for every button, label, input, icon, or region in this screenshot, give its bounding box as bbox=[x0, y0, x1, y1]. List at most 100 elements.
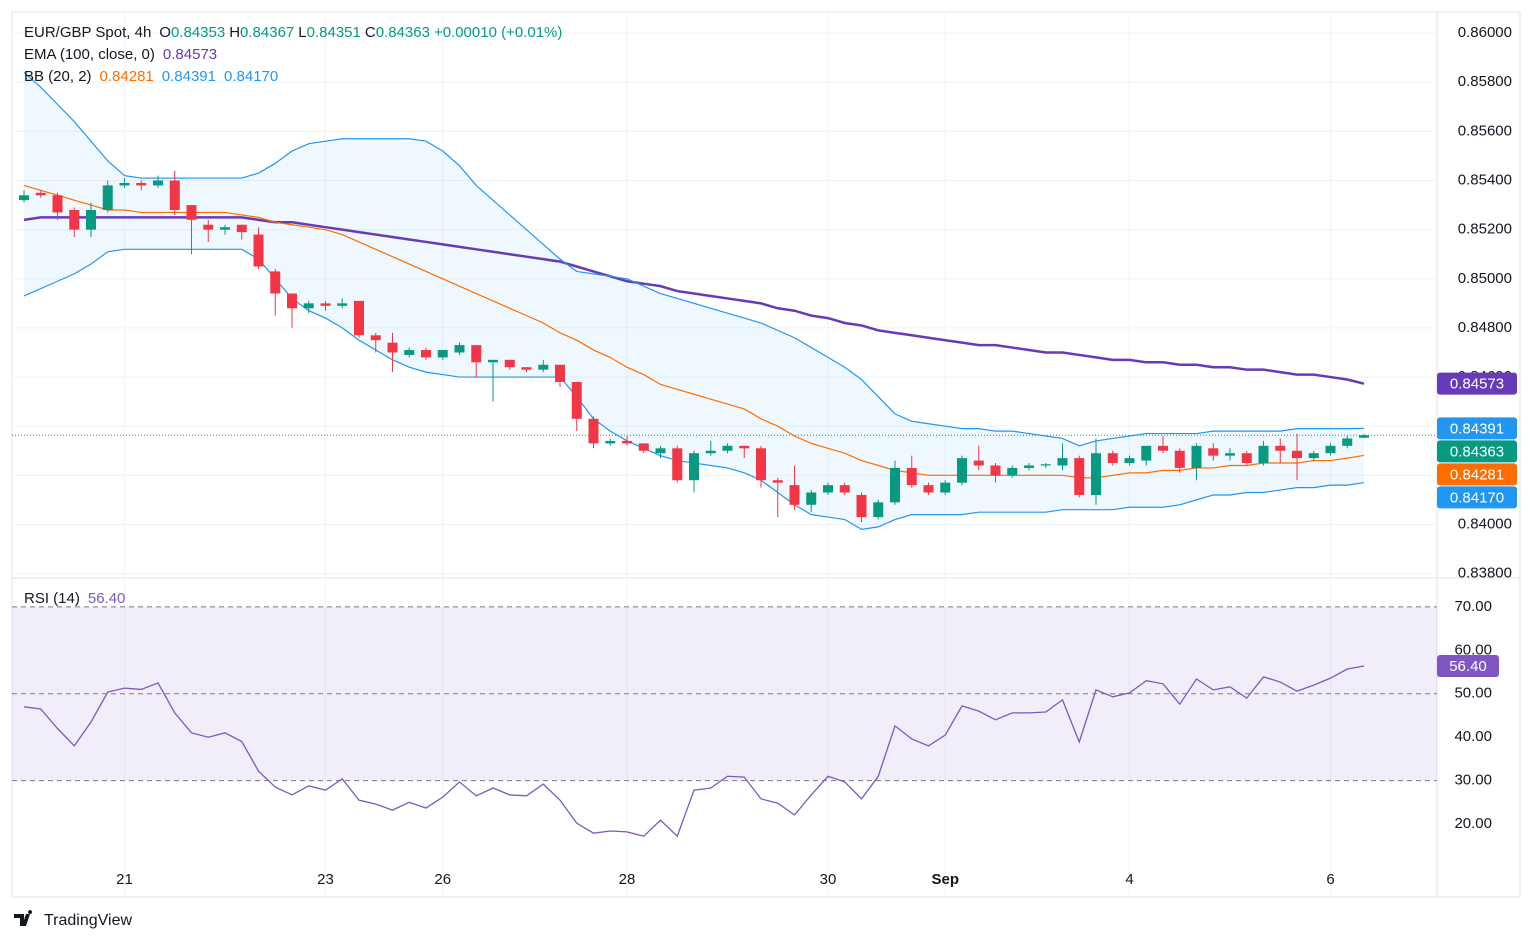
foreground-layer: 21 23 26 28 30 Sep 4 6 56.40 0.84573 0.84391 0.8436… bbox=[19, 71, 1517, 888]
candle-body bbox=[890, 467, 900, 503]
price-badge: 0.84573 bbox=[1437, 372, 1517, 395]
indicator-line bbox=[23, 216, 1365, 385]
candle-body bbox=[839, 485, 850, 493]
candle-body bbox=[906, 467, 917, 486]
candle-body bbox=[672, 448, 683, 481]
candle-body bbox=[1342, 438, 1353, 446]
rsi-badge: 56.40 bbox=[1437, 654, 1499, 677]
x-tick-label: 6 bbox=[1326, 871, 1334, 888]
candle-body bbox=[1208, 448, 1219, 456]
candle-body bbox=[119, 182, 130, 186]
y-tick-label: 0.85800 bbox=[1458, 73, 1512, 90]
candle-body bbox=[772, 480, 783, 483]
badge-bg bbox=[1437, 440, 1517, 463]
candle-body bbox=[756, 448, 766, 481]
candle-body bbox=[1359, 435, 1369, 438]
candle-body bbox=[253, 234, 264, 267]
candle-body bbox=[488, 359, 498, 363]
candle-body bbox=[354, 300, 364, 336]
x-tick-label: 28 bbox=[619, 871, 636, 888]
ohlc-key: O bbox=[159, 24, 171, 41]
y-tick-label: 0.85000 bbox=[1458, 270, 1512, 287]
candle-body bbox=[521, 367, 532, 370]
candle-body bbox=[337, 303, 348, 306]
indicator-value: 0.84391 bbox=[161, 68, 216, 85]
candle-body bbox=[1258, 445, 1269, 464]
rsi-line bbox=[23, 665, 1365, 838]
candle-body bbox=[320, 303, 331, 306]
symbol-legend: EUR/GBP Spot, 4h O0.84353 H0.84367 L0.84351… bbox=[24, 24, 566, 41]
y-tick-label: 0.85600 bbox=[1458, 122, 1512, 139]
candle-body bbox=[437, 350, 448, 358]
candle-body bbox=[1225, 453, 1235, 456]
candle-body bbox=[102, 185, 113, 211]
indicator-value: 0.84573 bbox=[162, 46, 218, 63]
x-tick-label: 30 bbox=[820, 871, 837, 888]
badge-text: 0.84170 bbox=[1450, 489, 1504, 506]
badge-bg bbox=[1437, 372, 1517, 395]
price-badge: 0.84363 bbox=[1437, 440, 1517, 463]
badge-text: 0.84391 bbox=[1450, 420, 1504, 437]
badge-bg bbox=[1437, 654, 1499, 677]
candle-body bbox=[923, 485, 934, 493]
badge-bg bbox=[1437, 486, 1517, 509]
candle-body bbox=[1191, 445, 1202, 468]
candle-body bbox=[1057, 458, 1068, 466]
ohlc-value: 0.84363 bbox=[375, 24, 430, 41]
y-tick-label: 50.00 bbox=[1454, 685, 1492, 702]
candle-body bbox=[689, 453, 699, 481]
badge-text: 0.84363 bbox=[1450, 443, 1504, 460]
y-tick-label: 0.86000 bbox=[1458, 24, 1512, 41]
candle-body bbox=[705, 450, 716, 454]
candle-body bbox=[1308, 453, 1319, 459]
candle-body bbox=[638, 443, 649, 451]
candle-body bbox=[973, 460, 984, 466]
ohlc-key: H bbox=[229, 24, 241, 41]
logo: TradingView bbox=[14, 910, 132, 929]
frame bbox=[11, 11, 1521, 898]
change: +0.00010 (+0.01%) bbox=[433, 24, 563, 41]
candle-body bbox=[69, 210, 80, 230]
bb-band bbox=[24, 72, 1364, 530]
candle-body bbox=[588, 418, 599, 444]
x-tick-label: 4 bbox=[1125, 871, 1133, 888]
candle-body bbox=[236, 224, 247, 233]
candle-body bbox=[169, 180, 180, 211]
indicator-name: EMA (100, close, 0) bbox=[24, 46, 155, 63]
ohlc-value: 0.84353 bbox=[170, 24, 226, 41]
candle-body bbox=[136, 182, 147, 186]
candle-body bbox=[1174, 450, 1185, 468]
indicator-value: 0.84281 bbox=[99, 68, 154, 85]
footer-brand: TradingView bbox=[44, 912, 132, 929]
candle-body bbox=[555, 364, 565, 382]
candle-body bbox=[1275, 445, 1286, 451]
candle-body bbox=[823, 485, 833, 493]
candle-body bbox=[203, 224, 214, 230]
candle-body bbox=[86, 210, 96, 230]
candle-body bbox=[370, 335, 381, 341]
candle-body bbox=[605, 440, 616, 444]
badge-text: 0.84281 bbox=[1450, 466, 1504, 483]
candle-body bbox=[1124, 458, 1135, 464]
y-tick-label: 60.00 bbox=[1454, 641, 1492, 658]
badge-text: 0.84573 bbox=[1450, 376, 1504, 393]
candle-body bbox=[1292, 450, 1302, 459]
candle-body bbox=[186, 205, 197, 220]
y-tick-label: 0.85200 bbox=[1458, 221, 1512, 238]
ohlc-value: 0.84351 bbox=[306, 24, 361, 41]
rsi-legend: RSI (14) 56.40 bbox=[24, 590, 129, 607]
candle-body bbox=[571, 381, 582, 419]
candle-body bbox=[1091, 453, 1101, 495]
candle-body bbox=[52, 195, 63, 213]
logo-icon bbox=[14, 910, 33, 926]
y-tick-label: 20.00 bbox=[1454, 815, 1492, 832]
badge-text: 56.40 bbox=[1449, 658, 1487, 675]
background-layer: 0.838000.840000.842000.844000.846000.848… bbox=[12, 12, 1512, 897]
ohlc-key: L bbox=[298, 24, 307, 41]
candle-body bbox=[1024, 465, 1034, 468]
candle-body bbox=[1040, 464, 1051, 466]
candle-body bbox=[722, 445, 733, 451]
candle-body bbox=[655, 448, 666, 454]
